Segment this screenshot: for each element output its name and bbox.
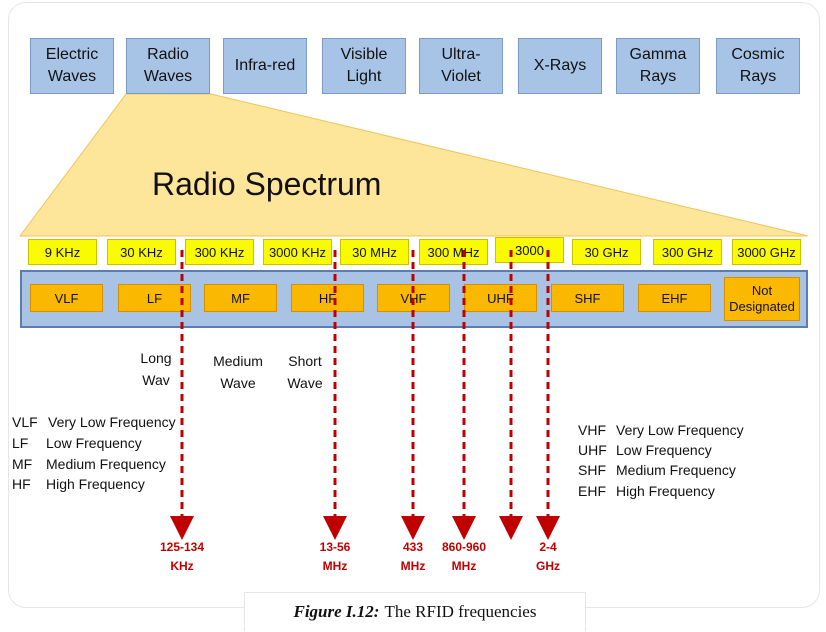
band-hf: HF [291,284,364,312]
legend-abbr: UHF [578,442,607,458]
legend-abbr: MF [12,456,33,472]
band-label: Radio Waves [143,46,193,85]
frequency-box: 3000 KHz [263,239,332,265]
frequency-box: 3000 [495,237,564,263]
legend-text: Medium Frequency [616,462,736,478]
figure-caption: Figure I.12: The RFID frequencies [244,592,586,631]
frequency-box: 30 MHz [340,239,409,265]
legend-left-row: MF Medium Frequency [12,456,166,472]
band-infra-red: Infra-red [223,38,307,94]
legend-text: High Frequency [46,476,145,492]
band-not-designated: Not Designated [724,277,800,321]
band-label: Infra-red [234,57,296,74]
caption-text: The RFID frequencies [384,602,537,621]
frequency-box: 300 GHz [653,239,722,265]
long-wave-label: Long Wav [140,350,172,388]
legend-abbr: VLF [12,414,38,430]
band-label: X-Rays [533,57,587,74]
frequency-box: 3000 GHz [732,239,801,265]
caption-figure-number: Figure I.12: [293,602,380,621]
legend-abbr: HF [12,476,31,492]
band-uhf: UHF [464,284,537,312]
frequency-box: 300 MHz [419,239,488,265]
medium-wave-label: Medium Wave [213,353,263,391]
legend-text: Low Frequency [46,435,142,451]
legend-right-row: UHF Low Frequency [578,442,712,458]
legend-text: Medium Frequency [46,456,166,472]
band-label: Ultra- Violet [441,46,481,85]
rfid-freq-860mhz: 860-960 MHz [441,540,487,573]
band-mf: MF [204,284,277,312]
legend-abbr: EHF [578,483,606,499]
legend-left-row: VLF Very Low Frequency [12,414,176,430]
legend-right-row: EHF High Frequency [578,483,715,499]
band-lf: LF [118,284,191,312]
band-gamma-rays: Gamma Rays [616,38,700,94]
band-vlf: VLF [30,284,103,312]
band-label: Gamma Rays [629,46,687,85]
short-wave-label: Short Wave [287,353,323,391]
legend-left-row: LF Low Frequency [12,435,142,451]
legend-left-row: HF High Frequency [12,476,145,492]
rfid-freq-125khz: 125-134 KHz [159,540,205,573]
legend-abbr: VHF [578,422,606,438]
legend-text: Low Frequency [616,442,712,458]
rfid-freq-2ghz: 2-4 GHz [536,540,560,573]
band-electric-waves: Electric Waves [30,38,114,94]
legend-text: Very Low Frequency [616,422,744,438]
frequency-box: 30 GHz [572,239,641,265]
frequency-box: 300 KHz [185,239,254,265]
band-x-rays: X-Rays [518,38,602,94]
band-ultra-violet: Ultra- Violet [419,38,503,94]
band-visible-light: Visible Light [322,38,406,94]
band-label: Cosmic Rays [731,46,785,85]
frequency-box: 30 KHz [107,239,176,265]
band-label: Visible Light [340,46,388,85]
legend-abbr: SHF [578,462,606,478]
legend-abbr: LF [12,435,29,451]
band-shf: SHF [551,284,624,312]
rfid-freq-433mhz: 433 MHz [400,540,426,573]
rfid-freq-13mhz: 13-56 MHz [319,540,351,573]
band-label: Electric Waves [45,46,99,85]
band-cosmic-rays: Cosmic Rays [716,38,800,94]
legend-right-row: SHF Medium Frequency [578,462,736,478]
legend-right-row: VHF Very Low Frequency [578,422,744,438]
spectrum-title: Radio Spectrum [152,166,382,202]
band-ehf: EHF [638,284,711,312]
band-radio-waves: Radio Waves [126,38,210,94]
legend-text: Very Low Frequency [48,414,176,430]
legend-text: High Frequency [616,483,715,499]
frequency-box: 9 KHz [28,239,97,265]
